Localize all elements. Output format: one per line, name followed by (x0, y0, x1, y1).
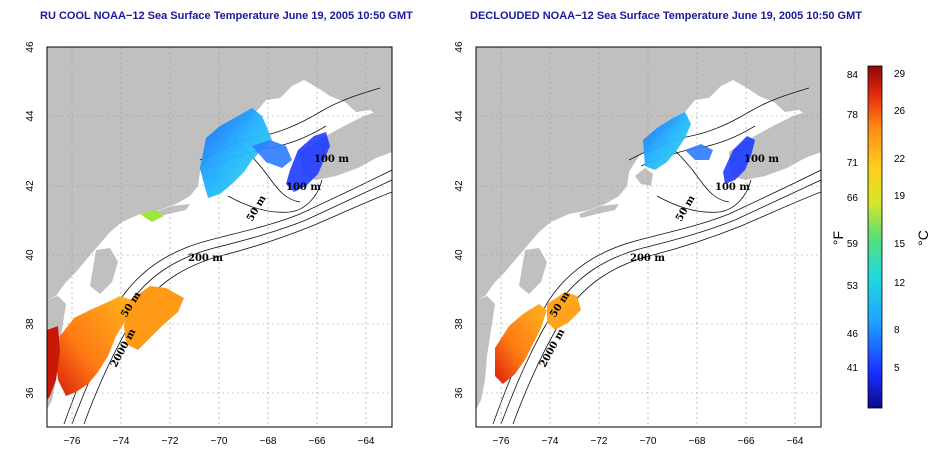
sst-patch-gulf-of-maine (200, 108, 272, 198)
x-axis-right: −76 −74 −72 −70 −68 −66 −64 (493, 436, 804, 447)
y-axis-right: 46 44 42 40 38 36 (454, 41, 465, 399)
x-tick-label: −76 (64, 436, 81, 447)
sst-patch-shelf-green (140, 210, 164, 222)
land-newjersey (519, 248, 547, 294)
contour-label: 100 m (715, 182, 750, 193)
map-frame-right (475, 46, 822, 428)
map-title-left: RU COOL NOAA−12 Sea Surface Temperature … (40, 10, 413, 22)
x-tick-label: −64 (358, 436, 375, 447)
sst-patch-georges (286, 132, 330, 192)
land-northeast (47, 47, 392, 300)
x-tick-label: −64 (787, 436, 804, 447)
y-tick-label: 38 (454, 318, 465, 330)
sst-patch-gulf-of-maine (643, 112, 691, 170)
fahrenheit-tick-label: 41 (847, 363, 859, 374)
grid-lines (47, 47, 392, 427)
celsius-tick-label: 26 (894, 106, 906, 117)
y-tick-label: 38 (25, 318, 36, 330)
land-novascotia (729, 110, 821, 180)
land-newjersey (90, 248, 118, 294)
land-northeast (476, 47, 821, 300)
x-tick-label: −68 (689, 436, 706, 447)
celsius-unit-label: °C (915, 230, 931, 246)
map-frame-left (46, 46, 393, 428)
map-panel-left: 100 m 200 m 50 m 50 m 2000 m 100 m −76 −… (25, 41, 393, 447)
celsius-tick-label: 22 (894, 154, 906, 165)
x-tick-label: −76 (493, 436, 510, 447)
contour-label: 100 m (314, 154, 349, 165)
x-tick-label: −70 (211, 436, 228, 447)
fahrenheit-tick-label: 84 (847, 70, 859, 81)
fahrenheit-unit-label: °F (830, 231, 846, 245)
y-tick-label: 46 (454, 41, 465, 53)
fahrenheit-tick-label: 78 (847, 110, 859, 121)
y-tick-label: 40 (25, 249, 36, 261)
sst-patch-offshore-warm (547, 292, 581, 330)
land-delmarva (476, 296, 495, 410)
sst-patch-scotian (252, 140, 292, 168)
contour-label: 200 m (630, 253, 665, 264)
sst-patch-southern-warm (56, 296, 132, 396)
land-capecod (635, 168, 653, 186)
celsius-tick-label: 29 (894, 69, 906, 80)
contour-label: 200 m (188, 253, 223, 264)
celsius-tick-label: 8 (894, 325, 900, 336)
y-tick-label: 42 (25, 180, 36, 192)
colorbar-ramp (867, 65, 883, 409)
y-tick-label: 42 (454, 180, 465, 192)
contour-label: 100 m (286, 182, 321, 193)
sst-patch-georges (723, 136, 755, 184)
land-novascotia (300, 110, 392, 180)
x-tick-label: −72 (162, 436, 179, 447)
x-tick-label: −74 (113, 436, 130, 447)
fahrenheit-tick-label: 59 (847, 239, 859, 250)
y-tick-label: 44 (454, 110, 465, 122)
y-tick-label: 46 (25, 41, 36, 53)
fahrenheit-tick-label: 53 (847, 281, 859, 292)
celsius-tick-label: 19 (894, 191, 906, 202)
x-axis-left: −76 −74 −72 −70 −68 −66 −64 (64, 436, 375, 447)
map-title-right: DECLOUDED NOAA−12 Sea Surface Temperatur… (470, 10, 862, 22)
celsius-tick-label: 15 (894, 239, 906, 250)
y-axis-left: 46 44 42 40 38 36 (25, 41, 36, 399)
celsius-tick-label: 12 (894, 278, 906, 289)
fahrenheit-tick-label: 66 (847, 193, 859, 204)
x-tick-label: −66 (309, 436, 326, 447)
sst-patch-southern-warm (495, 304, 547, 384)
fahrenheit-tick-label: 71 (847, 158, 859, 169)
x-tick-label: −68 (260, 436, 277, 447)
y-tick-label: 36 (454, 387, 465, 399)
y-tick-label: 44 (25, 110, 36, 122)
y-tick-label: 36 (25, 387, 36, 399)
colorbar-celsius-ticks: 29 26 22 19 15 12 8 5 (894, 69, 906, 374)
sst-patch-coastal-hot (47, 326, 60, 400)
contour-label: 100 m (744, 154, 779, 165)
colorbar-fahrenheit-ticks: 84 78 71 66 59 53 46 41 (847, 70, 859, 374)
x-tick-label: −72 (591, 436, 608, 447)
fahrenheit-tick-label: 46 (847, 329, 859, 340)
x-tick-label: −66 (738, 436, 755, 447)
land-longisland (579, 204, 619, 218)
celsius-tick-label: 5 (894, 363, 900, 374)
sst-patch-scotian (685, 144, 713, 160)
x-tick-label: −74 (542, 436, 559, 447)
y-tick-label: 40 (454, 249, 465, 261)
x-tick-label: −70 (640, 436, 657, 447)
map-panel-right: 100 m 200 m 50 m 50 m 2000 m 100 m −76 −… (454, 41, 822, 447)
sst-patch-offshore-warm (124, 286, 184, 350)
colorbar: 84 78 71 66 59 53 46 41 29 26 22 19 15 1… (830, 65, 931, 409)
